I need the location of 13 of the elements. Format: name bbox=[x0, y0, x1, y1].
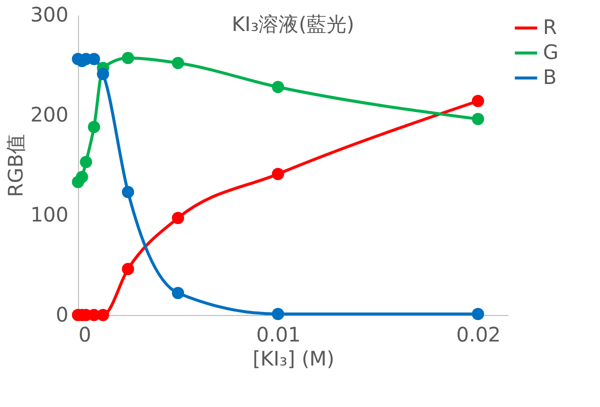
y-tick-label: 200 bbox=[30, 102, 68, 126]
chart-title: KI₃溶液(藍光) bbox=[232, 12, 354, 36]
legend-label: R bbox=[543, 15, 557, 39]
x-tick-label: 0.02 bbox=[456, 322, 501, 346]
x-tick-label: 0 bbox=[78, 322, 92, 346]
y-axis-title: RGB值 bbox=[3, 134, 28, 198]
y-tick-label: 300 bbox=[30, 2, 68, 26]
y-tick-label: 0 bbox=[56, 302, 68, 326]
x-tick-label: 0.01 bbox=[256, 322, 301, 346]
legend-label: G bbox=[543, 40, 558, 64]
legend-label: B bbox=[543, 65, 557, 89]
y-tick-label: 100 bbox=[30, 202, 68, 226]
x-axis-title: [KI₃] (M) bbox=[252, 346, 334, 370]
